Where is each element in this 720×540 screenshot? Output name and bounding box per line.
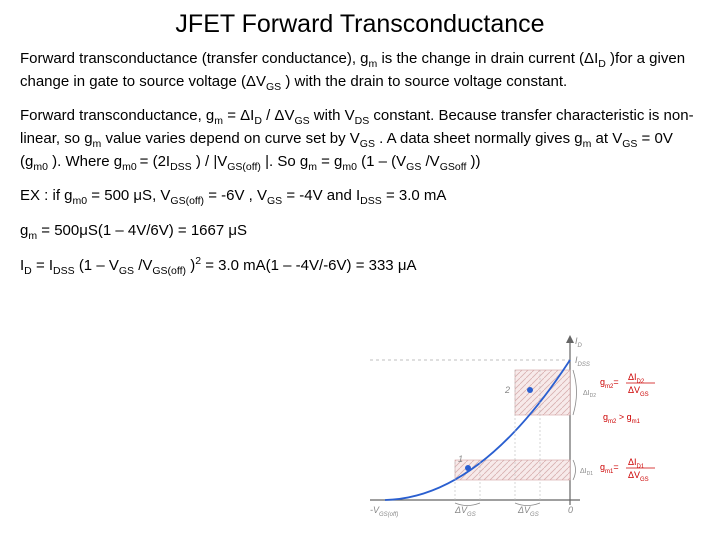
gm1-denominator: ΔVGS — [628, 470, 649, 483]
text: at V — [596, 130, 623, 147]
sub: GS — [622, 138, 637, 150]
sub: GS(off) — [227, 161, 261, 173]
origin-label: 0 — [568, 505, 573, 515]
text: = I — [36, 257, 53, 274]
text: (1 – V — [79, 257, 119, 274]
brace-did2-label: ΔID2 — [583, 390, 596, 399]
y-axis-arrow-icon — [566, 335, 574, 343]
text: / ΔV — [266, 107, 294, 124]
sub: GS — [294, 115, 309, 127]
sub: m0 — [122, 161, 140, 173]
text: value varies depend on curve set by V — [105, 130, 359, 147]
delta-id2-region — [515, 370, 570, 415]
figure-svg: 2 1 ID IDSS -VGS(off) ΔVGS ΔVGS 0 gm2= Δ… — [340, 330, 670, 530]
dvgs-label-2: ΔVGS — [517, 505, 539, 518]
text: ) / |V — [196, 153, 227, 170]
text: ). Where g — [52, 153, 122, 170]
text: (1 – (V — [361, 153, 406, 170]
sub: m — [214, 115, 223, 127]
brace-did2 — [573, 370, 577, 415]
sub: D — [24, 265, 32, 277]
brace-did1-label: ΔID1 — [580, 468, 593, 477]
sub: m — [28, 230, 37, 242]
gm1-equation: gm1= — [600, 462, 619, 475]
sub: m — [308, 161, 317, 173]
sub: GS(off) — [170, 195, 204, 207]
sub: GS — [267, 195, 282, 207]
sub: m — [369, 58, 378, 70]
text: /V — [426, 153, 440, 170]
example-given: EX : if gm0 = 500 μS, VGS(off) = -6V , V… — [20, 186, 700, 209]
example-gm: gm = 500μS(1 – 4V/6V) = 1667 μS — [20, 221, 700, 244]
sub: m0 — [73, 195, 88, 207]
gm2-equation: gm2= — [600, 377, 619, 390]
sub: m0 — [33, 161, 48, 173]
sub: m — [93, 138, 102, 150]
idss-label: IDSS — [575, 355, 590, 368]
text: ) with the drain to source voltage const… — [285, 73, 567, 90]
sub: D — [254, 115, 262, 127]
text: is the change in drain current (ΔI — [381, 50, 598, 67]
text: EX : if g — [20, 187, 73, 204]
sub: GS — [266, 81, 281, 93]
sub: D — [598, 58, 606, 70]
page-title: JFET Forward Transconductance — [20, 10, 700, 39]
sub: DS — [355, 115, 370, 127]
sub: m0 — [342, 161, 357, 173]
sub: DSS — [170, 161, 192, 173]
sub: GS — [360, 138, 375, 150]
text: = -4V and I — [286, 187, 360, 204]
text: = -6V , V — [208, 187, 267, 204]
text: = (2I — [140, 153, 170, 170]
text: Forward transconductance (transfer condu… — [20, 50, 369, 67]
definition-paragraph: Forward transconductance (transfer condu… — [20, 49, 700, 94]
transfer-characteristic-figure: 2 1 ID IDSS -VGS(off) ΔVGS ΔVGS 0 gm2= Δ… — [340, 330, 670, 530]
point-1-label: 1 — [458, 454, 463, 464]
text: = 3.0 mA — [386, 187, 446, 204]
sub: GS — [406, 161, 421, 173]
text: = 3.0 mA(1 – -4V/-6V) = 333 μA — [205, 257, 416, 274]
text: with V — [314, 107, 355, 124]
sub: DSS — [360, 195, 382, 207]
y-axis-label: ID — [575, 336, 583, 349]
text: Forward transconductance, g — [20, 107, 214, 124]
point-1 — [465, 465, 471, 471]
sub: DSS — [53, 265, 75, 277]
gm2-denominator: ΔVGS — [628, 385, 649, 398]
point-2 — [527, 387, 533, 393]
gm-comparison: gm2 > gm1 — [603, 412, 641, 425]
text: /V — [138, 257, 152, 274]
example-id: ID = IDSS (1 – VGS /VGS(off) )2 = 3.0 mA… — [20, 255, 700, 279]
sub: GS — [119, 265, 134, 277]
text: = ΔI — [227, 107, 254, 124]
text: |. So g — [265, 153, 308, 170]
dvgs-label-1: ΔVGS — [454, 505, 476, 518]
vgsoff-label: -VGS(off) — [370, 505, 398, 518]
sub: m — [583, 138, 592, 150]
sub: GSoff — [440, 161, 467, 173]
delta-id1-region — [455, 460, 570, 480]
text: = 500 μS, V — [91, 187, 170, 204]
text: )) — [471, 153, 481, 170]
sup: 2 — [195, 255, 201, 267]
brace-did1 — [573, 460, 576, 480]
text: . A data sheet normally gives g — [379, 130, 582, 147]
point-2-label: 2 — [504, 385, 510, 395]
formula-paragraph: Forward transconductance, gm = ΔID / ΔVG… — [20, 106, 700, 174]
text: = g — [321, 153, 342, 170]
sub: GS(off) — [152, 265, 186, 277]
text: = 500μS(1 – 4V/6V) = 1667 μS — [41, 222, 247, 239]
